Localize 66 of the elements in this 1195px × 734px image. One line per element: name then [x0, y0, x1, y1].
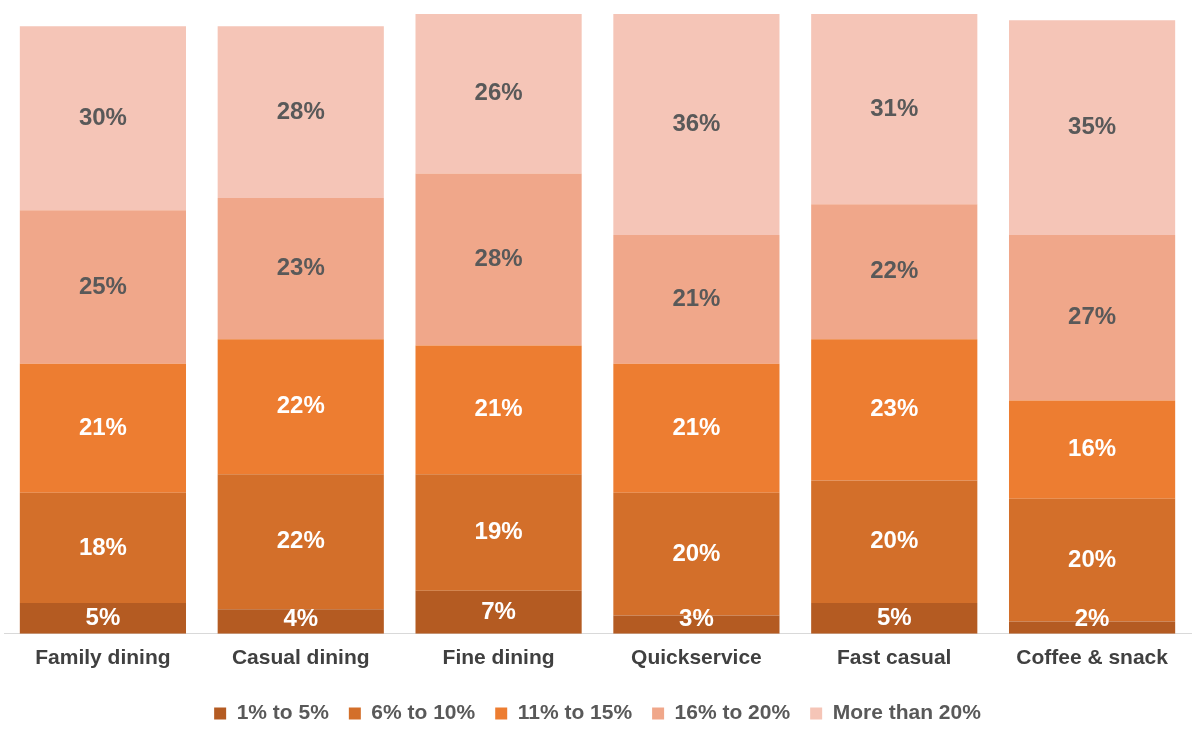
bar — [811, 603, 978, 634]
data-label: 5% — [85, 603, 121, 631]
data-label: 26% — [474, 78, 523, 106]
data-label: 23% — [276, 253, 325, 281]
data-label: 2% — [1074, 604, 1110, 632]
data-label: 28% — [276, 96, 325, 124]
data-label: 5% — [876, 603, 912, 631]
x-tick-label: Fast casual — [837, 645, 952, 669]
data-label: 36% — [672, 109, 721, 137]
data-label: 16% — [1068, 434, 1117, 462]
bar — [811, 480, 978, 604]
data-label: 28% — [474, 244, 523, 272]
data-label: 25% — [78, 271, 127, 299]
data-label: 21% — [672, 283, 721, 311]
data-label: 3% — [679, 604, 714, 632]
legend-label: 16% to 20% — [674, 700, 791, 724]
bar — [1008, 234, 1176, 401]
x-tick-label: Family dining — [35, 645, 171, 669]
data-label: 30% — [78, 102, 127, 130]
bar — [415, 590, 582, 634]
data-label: 23% — [870, 394, 919, 422]
bar — [19, 492, 187, 604]
x-tick-label: Quickservice — [631, 645, 762, 669]
bar — [217, 474, 384, 610]
data-label: 35% — [1068, 112, 1117, 140]
bar — [613, 14, 780, 235]
data-label: 21% — [78, 412, 127, 440]
data-label: 27% — [1068, 302, 1117, 330]
data-label: 22% — [276, 526, 325, 554]
data-label: 4% — [283, 604, 319, 632]
bar — [613, 363, 780, 493]
legend-label: 11% to 15% — [517, 700, 633, 724]
data-label: 20% — [672, 538, 721, 566]
bar — [217, 26, 384, 199]
data-label: 20% — [1068, 544, 1117, 572]
bar — [415, 474, 582, 591]
bar — [19, 210, 187, 364]
bar — [415, 14, 582, 174]
data-label: 20% — [870, 526, 919, 554]
data-label: 18% — [78, 532, 127, 560]
legend-label: More than 20% — [832, 700, 982, 724]
legend-label: 1% to 5% — [236, 700, 330, 724]
bar — [19, 603, 187, 634]
data-label: 7% — [481, 596, 516, 624]
x-tick-label: Fine dining — [442, 645, 555, 669]
bar — [415, 345, 582, 475]
bar — [19, 363, 187, 493]
x-tick-label: Coffee & snack — [1016, 645, 1169, 669]
legend-label: 6% to 10% — [371, 700, 476, 724]
bar — [217, 339, 384, 475]
bar — [19, 26, 187, 211]
data-label: 31% — [870, 93, 919, 121]
bar — [811, 339, 978, 481]
data-label: 21% — [672, 412, 721, 440]
bar — [1008, 20, 1176, 235]
data-label: 22% — [870, 256, 919, 284]
bar — [415, 173, 582, 346]
data-label: 22% — [276, 391, 325, 419]
bar — [811, 204, 978, 340]
bar — [217, 198, 384, 340]
data-label: 19% — [474, 517, 523, 545]
bar — [1008, 400, 1176, 499]
data-label: 21% — [474, 394, 523, 422]
bar — [613, 234, 780, 364]
bar — [811, 14, 978, 205]
x-tick-label: Casual dining — [231, 645, 370, 669]
